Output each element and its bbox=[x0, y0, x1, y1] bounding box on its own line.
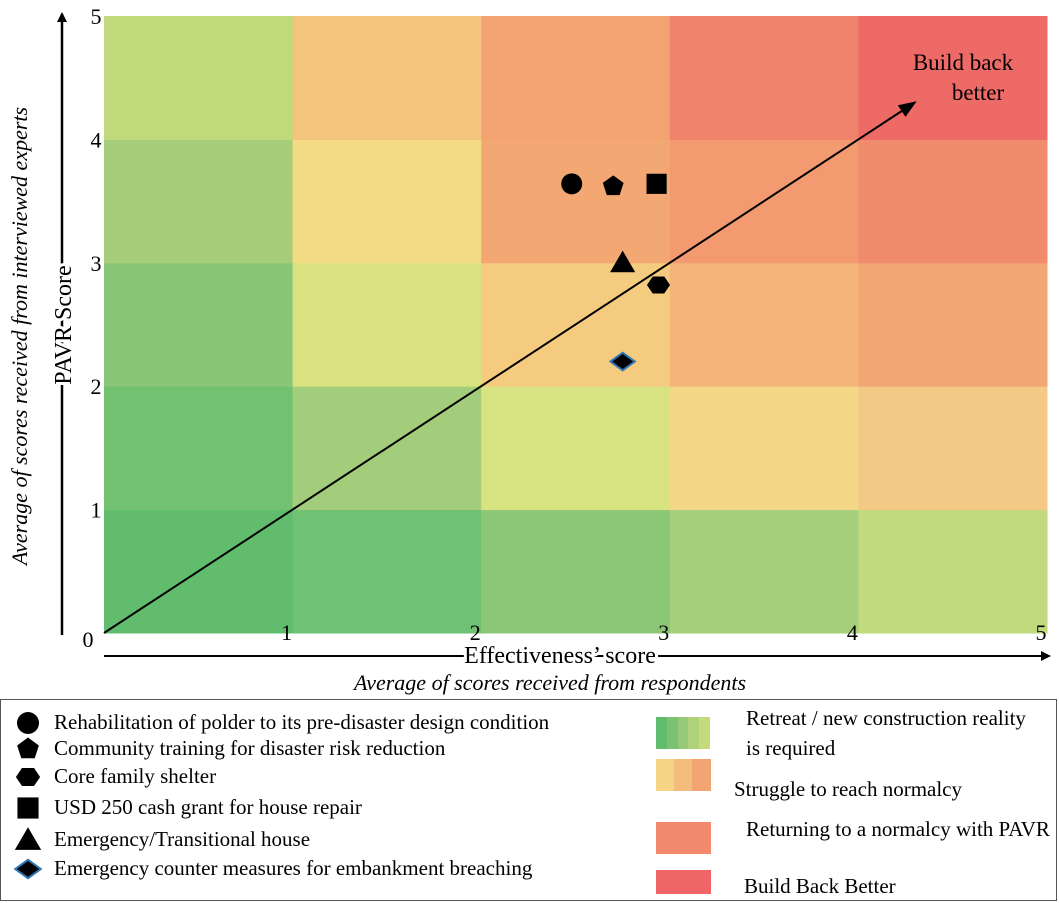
x-axis-subtitle: Average of scores received from responde… bbox=[352, 670, 746, 695]
zone-swatch bbox=[677, 717, 689, 749]
x-tick-label: 2 bbox=[470, 620, 481, 645]
legend-series-label: Rehabilitation of polder to its pre-disa… bbox=[54, 710, 550, 734]
heatmap-grid bbox=[104, 16, 1048, 634]
zone-swatch bbox=[656, 822, 711, 854]
heatmap-cell bbox=[858, 139, 1048, 264]
axes bbox=[57, 12, 1051, 661]
heatmap-cell bbox=[481, 386, 671, 511]
legend-marker bbox=[17, 797, 39, 819]
y-axis-title: PAVR Score bbox=[51, 265, 77, 384]
data-point-triangle bbox=[610, 250, 636, 273]
legend-marker bbox=[14, 858, 42, 880]
x-tick-label: 3 bbox=[658, 620, 669, 645]
y-tick-label: 1 bbox=[91, 498, 102, 523]
heatmap-cell bbox=[858, 509, 1048, 634]
heatmap-cell bbox=[481, 16, 671, 140]
x-tick-label: 4 bbox=[847, 620, 858, 645]
zone-swatch bbox=[692, 759, 711, 791]
heatmap-cell bbox=[669, 386, 859, 511]
zone-swatch bbox=[699, 717, 711, 749]
legend-marker bbox=[17, 712, 39, 734]
legend-diamond-icon bbox=[14, 858, 42, 880]
y-tick-label: 3 bbox=[91, 251, 102, 276]
zone-label: Build Back Better bbox=[744, 874, 896, 898]
y-tick-label: 2 bbox=[91, 374, 102, 399]
heatmap-cell bbox=[104, 262, 294, 387]
x-axis-title: Effectiveness’ score bbox=[464, 643, 656, 669]
zone-swatch bbox=[656, 717, 668, 749]
data-point-square bbox=[646, 173, 667, 194]
legend-series-label: Core family shelter bbox=[54, 764, 217, 788]
heatmap-cell bbox=[481, 139, 671, 264]
legend-series-label: Community training for disaster risk red… bbox=[54, 736, 446, 760]
legend: Rehabilitation of polder to its pre-disa… bbox=[0, 699, 1057, 901]
zone-swatch bbox=[674, 759, 693, 791]
legend-series-label: USD 250 cash grant for house repair bbox=[54, 795, 362, 819]
legend-marker bbox=[15, 768, 41, 786]
legend-circle-icon bbox=[17, 712, 39, 734]
build-back-better-arrow bbox=[103, 101, 917, 634]
legend-marker bbox=[17, 737, 39, 759]
data-point-pentagon bbox=[602, 175, 624, 196]
zone-swatch bbox=[656, 870, 711, 894]
data-point-circle bbox=[561, 173, 583, 195]
y-axis-subtitle: Average of scores received from intervie… bbox=[7, 107, 32, 567]
legend-square-icon bbox=[17, 797, 39, 819]
heatmap-cell bbox=[292, 262, 482, 387]
annotation-line-2: better bbox=[952, 80, 1005, 105]
heatmap-cell bbox=[669, 262, 859, 387]
heatmap-cell bbox=[292, 509, 482, 634]
heatmap-cell bbox=[669, 16, 859, 140]
zone-swatch bbox=[656, 759, 675, 791]
annotation-line-1: Build back bbox=[913, 50, 1014, 75]
zone-label: Returning to a normalcy with PAVR bbox=[746, 817, 1050, 841]
legend-series-label: Emergency/Transitional house bbox=[54, 827, 311, 851]
heatmap-cell bbox=[292, 16, 482, 140]
zone-label: Retreat / new construction reality is re… bbox=[746, 706, 1026, 760]
heatmap-cell bbox=[858, 386, 1048, 511]
y-tick-label: 5 bbox=[91, 4, 102, 29]
zone-swatch bbox=[688, 717, 700, 749]
zone-swatch bbox=[666, 717, 679, 749]
heatmap-cell bbox=[292, 139, 482, 264]
heatmap-cell bbox=[104, 139, 294, 264]
data-point-hexagon bbox=[646, 276, 671, 294]
legend-series-label: Emergency counter measures for embankmen… bbox=[54, 856, 533, 880]
heatmap-cell bbox=[104, 16, 294, 140]
legend-hexagon-icon bbox=[15, 768, 41, 786]
heatmap-cell bbox=[858, 262, 1048, 387]
legend-marker bbox=[14, 827, 42, 850]
y-tick-label: 4 bbox=[91, 127, 102, 152]
x-tick-label: 1 bbox=[281, 620, 292, 645]
origin-label: 0 bbox=[83, 627, 94, 652]
zone-label: Struggle to reach normalcy bbox=[734, 777, 963, 801]
heatmap-cell bbox=[104, 386, 294, 511]
heatmap-cell bbox=[669, 509, 859, 634]
data-point-diamond bbox=[608, 351, 637, 372]
heatmap-cell bbox=[481, 509, 671, 634]
legend-triangle-icon bbox=[14, 827, 42, 850]
data-points bbox=[561, 173, 671, 372]
diagonal-arrow bbox=[103, 101, 917, 634]
x-tick-label: 5 bbox=[1036, 620, 1047, 645]
legend-pentagon-icon bbox=[17, 737, 39, 759]
